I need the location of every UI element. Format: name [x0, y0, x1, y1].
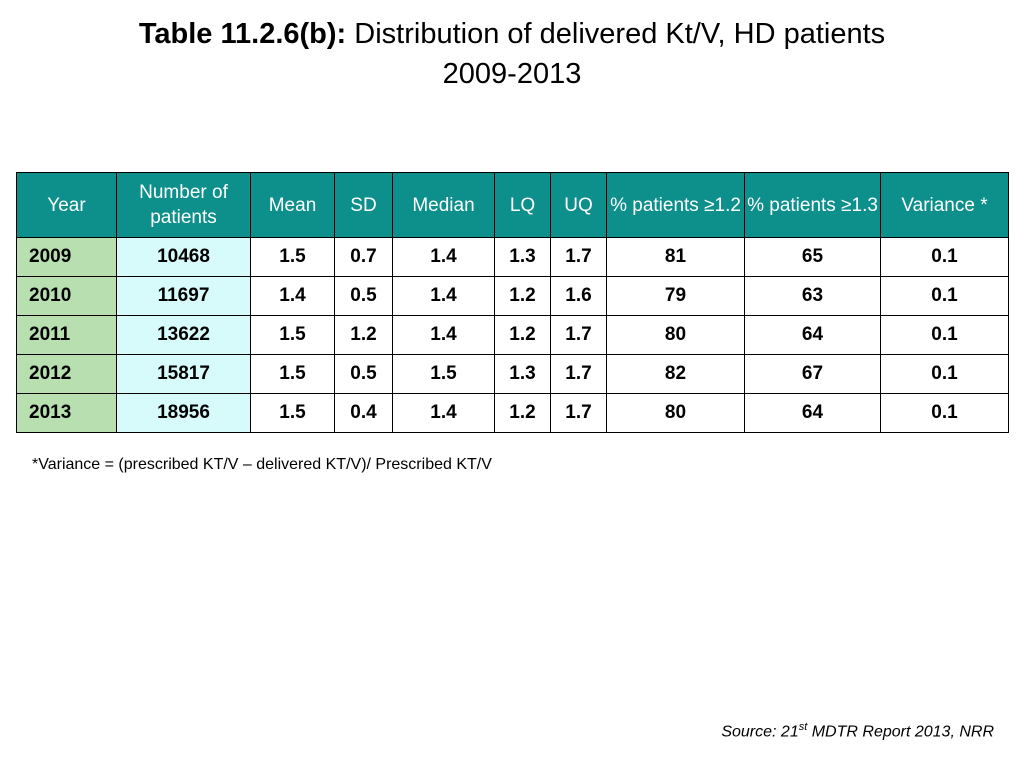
cell-variance: 0.1: [880, 393, 1009, 433]
cell-lq: 1.3: [494, 237, 551, 277]
column-header-median: Median: [392, 172, 495, 238]
source-prefix: Source: 21: [721, 723, 799, 741]
cell-pct-patients-1-3: 64: [744, 315, 881, 355]
cell-uq: 1.7: [550, 315, 607, 355]
table-row: 2010 11697 1.4 0.5 1.4 1.2 1.6 79 63 0.1: [16, 276, 1009, 316]
column-header-lq: LQ: [494, 172, 551, 238]
table-header-row: Year Number of patients Mean SD Median L…: [16, 172, 1009, 238]
cell-year: 2011: [16, 315, 117, 355]
source-suffix: MDTR Report 2013, NRR: [807, 723, 994, 741]
column-header-uq: UQ: [550, 172, 607, 238]
column-header-year: Year: [16, 172, 117, 238]
cell-lq: 1.2: [494, 276, 551, 316]
column-header-pct-patients-1-3: % patients ≥1.3: [744, 172, 881, 238]
table-row: 2013 18956 1.5 0.4 1.4 1.2 1.7 80 64 0.1: [16, 393, 1009, 433]
cell-number-of-patients: 13622: [116, 315, 251, 355]
cell-pct-patients-1-2: 81: [606, 237, 745, 277]
cell-variance: 0.1: [880, 315, 1009, 355]
cell-mean: 1.5: [250, 237, 335, 277]
cell-pct-patients-1-2: 79: [606, 276, 745, 316]
column-header-pct-patients-1-2: % patients ≥1.2: [606, 172, 745, 238]
cell-pct-patients-1-2: 82: [606, 354, 745, 394]
cell-variance: 0.1: [880, 276, 1009, 316]
column-header-sd: SD: [334, 172, 393, 238]
table-row: 2011 13622 1.5 1.2 1.4 1.2 1.7 80 64 0.1: [16, 315, 1009, 355]
source-citation: Source: 21st MDTR Report 2013, NRR: [721, 721, 994, 741]
cell-mean: 1.4: [250, 276, 335, 316]
cell-pct-patients-1-2: 80: [606, 393, 745, 433]
cell-sd: 0.7: [334, 237, 393, 277]
cell-variance: 0.1: [880, 354, 1009, 394]
column-header-mean: Mean: [250, 172, 335, 238]
cell-pct-patients-1-2: 80: [606, 315, 745, 355]
cell-year: 2010: [16, 276, 117, 316]
cell-median: 1.4: [392, 315, 495, 355]
cell-sd: 1.2: [334, 315, 393, 355]
variance-footnote: *Variance = (prescribed KT/V – delivered…: [32, 456, 492, 473]
cell-uq: 1.7: [550, 354, 607, 394]
title-text: Distribution of delivered Kt/V, HD patie…: [354, 18, 886, 50]
cell-year: 2013: [16, 393, 117, 433]
cell-median: 1.4: [392, 276, 495, 316]
cell-sd: 0.5: [334, 276, 393, 316]
page-title: Table 11.2.6(b): Distribution of deliver…: [0, 14, 1024, 94]
cell-lq: 1.2: [494, 315, 551, 355]
cell-pct-patients-1-3: 64: [744, 393, 881, 433]
cell-median: 1.4: [392, 393, 495, 433]
cell-number-of-patients: 10468: [116, 237, 251, 277]
cell-year: 2012: [16, 354, 117, 394]
cell-pct-patients-1-3: 65: [744, 237, 881, 277]
table-row: 2009 10468 1.5 0.7 1.4 1.3 1.7 81 65 0.1: [16, 237, 1009, 277]
column-header-number-of-patients: Number of patients: [116, 172, 251, 238]
title-years: 2009-2013: [442, 58, 582, 90]
cell-median: 1.5: [392, 354, 495, 394]
cell-number-of-patients: 11697: [116, 276, 251, 316]
cell-lq: 1.2: [494, 393, 551, 433]
cell-year: 2009: [16, 237, 117, 277]
cell-mean: 1.5: [250, 354, 335, 394]
cell-uq: 1.6: [550, 276, 607, 316]
cell-sd: 0.4: [334, 393, 393, 433]
source-superscript: st: [798, 721, 808, 733]
cell-number-of-patients: 15817: [116, 354, 251, 394]
cell-uq: 1.7: [550, 237, 607, 277]
ktv-distribution-table: Year Number of patients Mean SD Median L…: [16, 172, 1009, 433]
cell-variance: 0.1: [880, 237, 1009, 277]
title-table-number: Table 11.2.6(b):: [138, 18, 347, 50]
column-header-variance: Variance *: [880, 172, 1009, 238]
cell-number-of-patients: 18956: [116, 393, 251, 433]
cell-pct-patients-1-3: 63: [744, 276, 881, 316]
cell-lq: 1.3: [494, 354, 551, 394]
table-row: 2012 15817 1.5 0.5 1.5 1.3 1.7 82 67 0.1: [16, 354, 1009, 394]
cell-median: 1.4: [392, 237, 495, 277]
cell-pct-patients-1-3: 67: [744, 354, 881, 394]
cell-sd: 0.5: [334, 354, 393, 394]
cell-mean: 1.5: [250, 315, 335, 355]
cell-uq: 1.7: [550, 393, 607, 433]
cell-mean: 1.5: [250, 393, 335, 433]
